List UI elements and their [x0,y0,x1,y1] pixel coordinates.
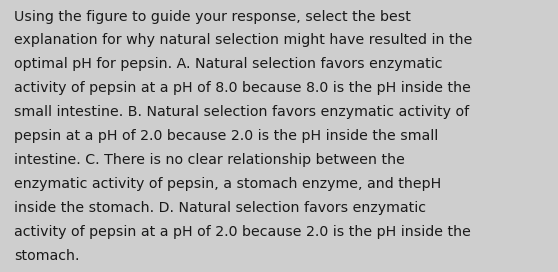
Text: stomach.: stomach. [14,249,79,263]
Text: activity of pepsin at a pH of 2.0 because 2.0 is the pH inside the: activity of pepsin at a pH of 2.0 becaus… [14,225,471,239]
Text: explanation for why natural selection might have resulted in the: explanation for why natural selection mi… [14,33,472,47]
Text: inside the stomach. D. Natural selection favors enzymatic: inside the stomach. D. Natural selection… [14,201,426,215]
Text: Using the figure to guide your response, select the best: Using the figure to guide your response,… [14,10,411,23]
Text: small intestine. B. Natural selection favors enzymatic activity of: small intestine. B. Natural selection fa… [14,105,469,119]
Text: activity of pepsin at a pH of 8.0 because 8.0 is the pH inside the: activity of pepsin at a pH of 8.0 becaus… [14,81,471,95]
Text: pepsin at a pH of 2.0 because 2.0 is the pH inside the small: pepsin at a pH of 2.0 because 2.0 is the… [14,129,438,143]
Text: optimal pH for pepsin. A. Natural selection favors enzymatic: optimal pH for pepsin. A. Natural select… [14,57,442,71]
Text: enzymatic activity of pepsin, a stomach enzyme, and thepH: enzymatic activity of pepsin, a stomach … [14,177,441,191]
Text: intestine. C. There is no clear relationship between the: intestine. C. There is no clear relation… [14,153,405,167]
